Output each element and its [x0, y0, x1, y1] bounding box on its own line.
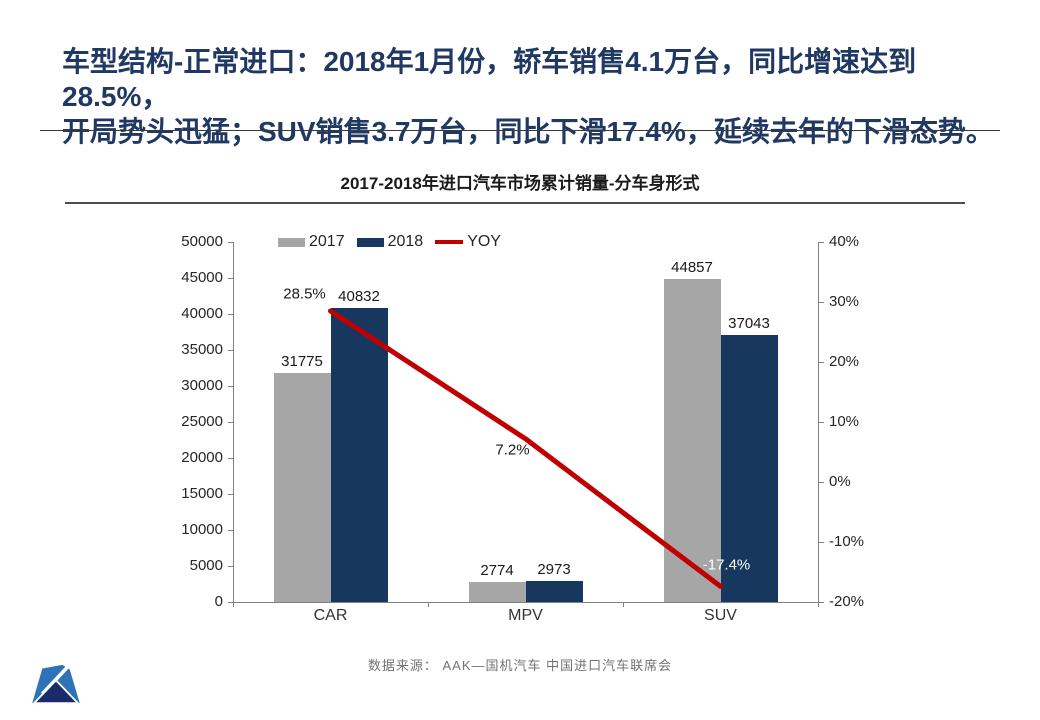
legend-item-2017: 2017 [278, 233, 345, 251]
y-axis-left [233, 242, 234, 602]
y-axis-left-label: 5000 [189, 557, 223, 574]
y-axis-left-tick [228, 602, 233, 603]
title-divider [40, 130, 1000, 131]
chart-legend: 2017 2018 YOY [278, 233, 513, 251]
bar-value-label: 44857 [671, 259, 713, 277]
y-axis-left-tick [228, 314, 233, 315]
y-axis-right-tick [819, 542, 824, 543]
legend-swatch-2017 [278, 237, 305, 247]
y-axis-right-label: 0% [829, 473, 851, 490]
x-axis [233, 602, 819, 603]
bar-2017-mpv [468, 582, 526, 602]
y-axis-left-tick [228, 386, 233, 387]
y-axis-left-label: 40000 [181, 305, 223, 322]
y-axis-right-label: 20% [829, 353, 860, 370]
bar-2017-suv [663, 279, 721, 602]
company-logo mountain-logo-icon [31, 664, 81, 705]
bar-value-label: 37043 [728, 315, 770, 333]
y-axis-left-label: 0 [214, 593, 223, 610]
y-axis-left-tick [228, 566, 233, 567]
y-axis-right-tick [819, 302, 824, 303]
y-axis-left-tick [228, 422, 233, 423]
y-axis-right-label: 40% [829, 233, 860, 250]
y-axis-left-tick [228, 242, 233, 243]
page-title: 车型结构-正常进口：2018年1月份，轿车销售4.1万台，同比增速达到28.5%… [62, 46, 994, 147]
y-axis-left-label: 30000 [181, 377, 223, 394]
bar-2018-mpv [525, 580, 583, 602]
y-axis-right-label: -10% [829, 533, 865, 550]
yoy-point-label: 7.2% [495, 441, 530, 459]
y-axis-right-tick [819, 242, 824, 243]
y-axis-left-label: 50000 [181, 233, 223, 250]
x-axis-tick [428, 602, 429, 607]
bar-value-label: 2973 [537, 560, 571, 578]
y-axis-left-tick [228, 350, 233, 351]
bar-2018-car [330, 308, 388, 602]
data-source-note: 数据来源： AAK—国机汽车 中国进口汽车联席会 [367, 658, 673, 673]
logo-dark-triangle [31, 679, 81, 705]
x-axis-tick [623, 602, 624, 607]
yoy-point-label: 28.5% [283, 285, 326, 303]
y-axis-right-tick [819, 362, 824, 363]
legend-label-2018: 2018 [387, 233, 424, 250]
y-axis-right [818, 242, 819, 602]
chart-title-divider [65, 202, 965, 204]
y-axis-right-tick [819, 482, 824, 483]
y-axis-left-tick [228, 278, 233, 279]
y-axis-left-label: 20000 [181, 449, 223, 466]
y-axis-right-tick [819, 422, 824, 423]
chart-title: 2017-2018年进口汽车市场累计销量-分车身形式 [340, 174, 700, 193]
x-axis-tick [818, 602, 819, 607]
y-axis-right-label: 10% [829, 413, 860, 430]
y-axis-left-label: 35000 [181, 341, 223, 358]
y-axis-right-label: 30% [829, 293, 860, 310]
bar-value-label: 40832 [338, 288, 380, 305]
bar-2018-suv [720, 335, 778, 602]
bar-value-label: 2774 [480, 562, 514, 580]
category-label-car: CAR [313, 607, 348, 624]
legend-line-swatch-yoy [435, 240, 464, 244]
x-axis-tick [233, 602, 234, 607]
y-axis-left-tick [228, 458, 233, 459]
category-label-mpv: MPV [508, 607, 543, 624]
y-axis-left-label: 15000 [181, 485, 223, 502]
y-axis-left-tick [228, 494, 233, 495]
legend-label-yoy: YOY [467, 233, 501, 250]
y-axis-right-label: -20% [829, 593, 865, 610]
yoy-point-label: -17.4% [702, 556, 751, 574]
legend-item-yoy: YOY [435, 233, 501, 251]
legend-swatch-2018 [356, 237, 384, 247]
legend-item-2018: 2018 [356, 233, 424, 251]
legend-label-2017: 2017 [309, 233, 345, 250]
y-axis-right-tick [819, 602, 824, 603]
y-axis-left-tick [228, 530, 233, 531]
bar-value-label: 31775 [281, 353, 323, 371]
y-axis-left-label: 10000 [181, 521, 223, 538]
y-axis-left-label: 25000 [181, 413, 223, 430]
category-label-suv: SUV [704, 607, 737, 624]
bar-2017-car [273, 373, 331, 602]
y-axis-left-label: 45000 [181, 269, 223, 286]
